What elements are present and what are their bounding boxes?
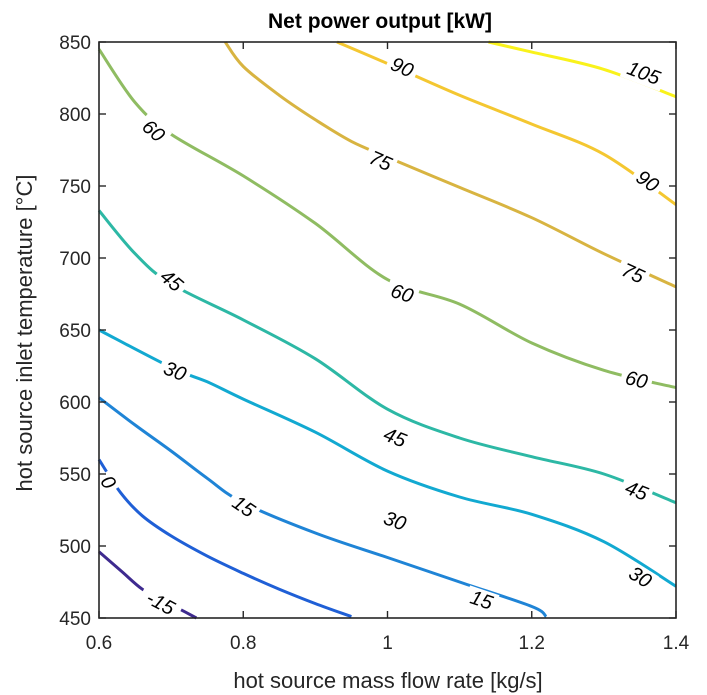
contour-line-30 bbox=[98, 328, 677, 588]
contour-label-105-0: 105 bbox=[624, 57, 664, 90]
y-tick-label: 450 bbox=[59, 609, 91, 630]
x-axis-label: hot source mass flow rate [kg/s] bbox=[233, 668, 542, 693]
contour-label-30-1: 30 bbox=[381, 507, 409, 535]
contour-label-45-0: 45 bbox=[156, 265, 188, 297]
contour-label-90-0: 90 bbox=[387, 53, 416, 82]
contour-label-30-2: 30 bbox=[625, 562, 656, 592]
contour-line-15 bbox=[98, 396, 548, 618]
contour-line-75 bbox=[223, 41, 677, 289]
contour-label-60-2: 60 bbox=[623, 367, 650, 394]
contour-label-60-0: 60 bbox=[137, 116, 168, 147]
contour-lines bbox=[97, 40, 677, 620]
x-tick-label: 0.6 bbox=[86, 633, 112, 654]
contour-line-105 bbox=[488, 40, 677, 99]
y-tick-label: 800 bbox=[59, 105, 91, 126]
plot-frame bbox=[98, 41, 677, 619]
chart-title: Net power output [kW] bbox=[268, 10, 492, 33]
axis-ticks: 0.6 0.8 1 1.2 1.4 450 500 550 600 650 700 750 800 850 bbox=[59, 33, 689, 654]
x-tick-label: 1 bbox=[382, 633, 393, 654]
contour-line-90 bbox=[336, 40, 677, 206]
y-tick-label: 700 bbox=[59, 249, 91, 270]
contour-label-45-1: 45 bbox=[380, 424, 410, 453]
contour-label-30-0: 30 bbox=[160, 357, 189, 386]
y-tick-label: 650 bbox=[59, 321, 91, 342]
x-tick-label: 0.8 bbox=[230, 633, 256, 654]
y-tick-label: 600 bbox=[59, 393, 91, 414]
x-tick-label: 1.4 bbox=[663, 633, 690, 654]
y-tick-label: 500 bbox=[59, 537, 91, 558]
y-axis-label: hot source inlet temperature [°C] bbox=[12, 175, 37, 492]
y-tick-label: 750 bbox=[59, 177, 91, 198]
contour-line-60 bbox=[97, 48, 677, 390]
contour-label-15-1: 15 bbox=[467, 587, 496, 615]
y-tick-label: 550 bbox=[59, 465, 91, 486]
contour-line--15 bbox=[98, 550, 198, 620]
x-tick-label: 1.2 bbox=[519, 633, 545, 654]
y-tick-label: 850 bbox=[59, 33, 91, 54]
contour-label-60-1: 60 bbox=[388, 280, 416, 308]
contour-line-0 bbox=[97, 458, 352, 619]
contour-line-45 bbox=[97, 209, 677, 505]
